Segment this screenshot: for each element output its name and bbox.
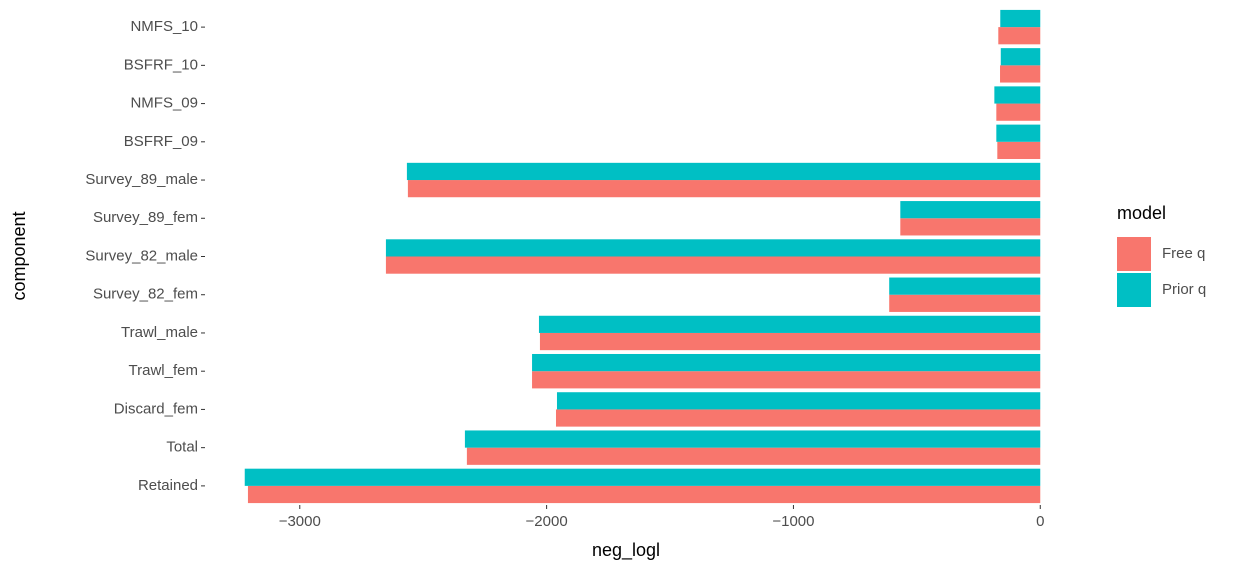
y-tick-label: Trawl_male (121, 324, 198, 341)
bar (889, 294, 1041, 312)
x-tick-label: 0 (1036, 513, 1044, 530)
bar (1000, 48, 1041, 66)
x-axis-title: neg_logl (592, 540, 660, 561)
bar (532, 371, 1041, 389)
bar (997, 141, 1041, 160)
y-tick-label: Survey_82_male (85, 247, 198, 264)
y-tick-label: BSFRF_10 (124, 56, 198, 73)
bar (532, 353, 1041, 372)
bar (900, 201, 1041, 219)
bar (998, 27, 1041, 45)
legend-label: Free q (1162, 245, 1205, 262)
bar (539, 332, 1041, 351)
x-tick-label: −1000 (772, 513, 814, 530)
y-tick-label: Total (166, 439, 198, 456)
legend-key (1117, 237, 1151, 271)
y-tick-label: Survey_89_male (85, 171, 198, 188)
y-tick-label: Survey_82_fem (93, 286, 198, 303)
bar (464, 430, 1041, 448)
y-tick-label: NMFS_09 (130, 95, 198, 112)
bar (406, 162, 1041, 181)
bar (466, 447, 1041, 465)
bar (1000, 9, 1041, 28)
y-tick-label: Retained (138, 477, 198, 494)
legend-title: model (1117, 203, 1166, 223)
bar (1000, 65, 1041, 83)
bar (994, 86, 1041, 104)
bar (385, 239, 1041, 257)
y-tick-label: NMFS_10 (130, 18, 198, 35)
bar (900, 218, 1041, 236)
bar (556, 392, 1041, 410)
y-tick-label: Survey_89_fem (93, 209, 198, 226)
bar (538, 315, 1041, 333)
bar (555, 409, 1041, 427)
bar (407, 180, 1041, 198)
bar (996, 103, 1041, 121)
x-tick-label: −2000 (526, 513, 568, 530)
x-tick-label: −3000 (279, 513, 321, 530)
y-tick-label: BSFRF_09 (124, 133, 198, 150)
bar (889, 277, 1041, 295)
y-tick-label: Trawl_fem (129, 362, 198, 379)
bar (247, 485, 1041, 504)
bar (244, 468, 1041, 486)
y-axis-title: component (9, 211, 29, 300)
bar (385, 256, 1041, 274)
y-tick-label: Discard_fem (114, 400, 198, 417)
legend-key (1117, 273, 1151, 307)
legend-label: Prior q (1162, 281, 1206, 298)
bar (996, 124, 1041, 142)
